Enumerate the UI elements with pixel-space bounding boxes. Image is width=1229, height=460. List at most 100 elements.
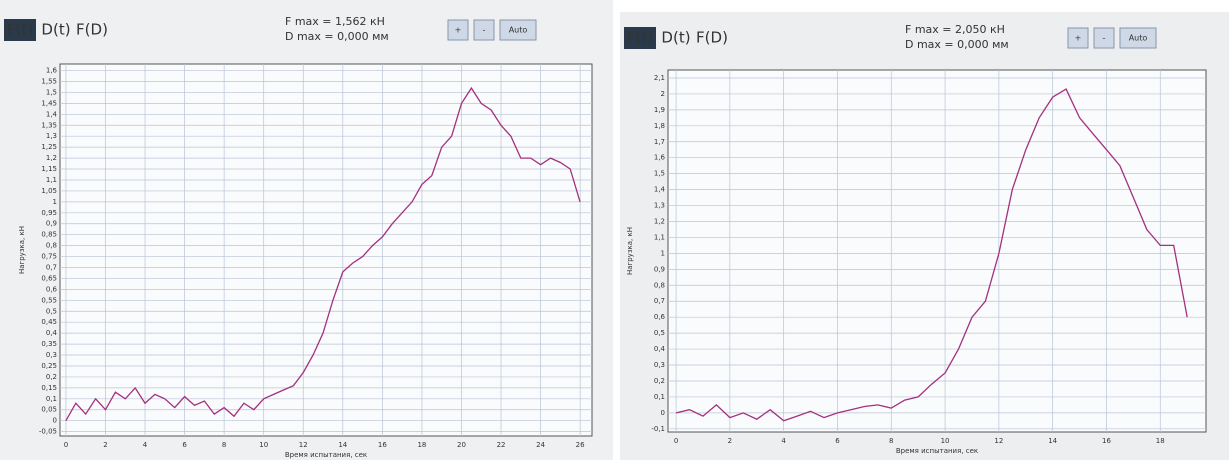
x-tick-label: 8 <box>222 441 226 449</box>
x-tick-label: 8 <box>889 437 893 445</box>
stat: D max = 0,000 мм <box>285 30 389 43</box>
y-tick-label: 0,15 <box>41 384 57 392</box>
y-tick-label: 1,5 <box>654 170 665 178</box>
x-tick-label: 4 <box>781 437 786 445</box>
x-tick-label: 22 <box>497 441 506 449</box>
y-tick-label: 0,4 <box>46 329 58 337</box>
button[interactable] <box>1093 27 1115 49</box>
x-tick-label: 2 <box>103 441 107 449</box>
y-tick-label: -0,05 <box>39 428 57 436</box>
button-label[interactable]: Auto <box>509 26 528 35</box>
y-tick-label: 0,9 <box>654 265 665 273</box>
stat: F max = 2,050 кН <box>905 23 1005 36</box>
y-tick-label: 1,6 <box>46 67 58 75</box>
x-tick-label: 24 <box>536 441 545 449</box>
x-tick-label: 26 <box>576 441 585 449</box>
y-tick-label: 1,4 <box>654 186 666 194</box>
y-tick-label: 1,7 <box>654 138 665 146</box>
y-tick-label: 0,05 <box>41 406 57 414</box>
x-tick-label: 16 <box>1102 437 1111 445</box>
y-axis-label: Нагрузка, кН <box>626 227 634 275</box>
x-tick-label: 20 <box>457 441 466 449</box>
y-tick-label: 0 <box>53 417 57 425</box>
x-tick-label: 12 <box>299 441 308 449</box>
x-tick-label: 16 <box>378 441 387 449</box>
x-tick-label: 4 <box>143 441 148 449</box>
button[interactable] <box>499 19 537 41</box>
x-tick-label: 18 <box>1156 437 1165 445</box>
y-tick-label: 1,2 <box>654 217 665 225</box>
y-tick-label: 0,8 <box>654 281 665 289</box>
x-tick-label: 18 <box>417 441 426 449</box>
y-tick-label: 0,45 <box>41 318 57 326</box>
tab[interactable]: F(t) <box>7 21 33 39</box>
y-tick-label: 0,25 <box>41 362 57 370</box>
button-label[interactable]: Auto <box>1129 34 1148 43</box>
y-tick-label: 1,2 <box>46 154 57 162</box>
data-line <box>65 86 581 422</box>
y-tick-label: 1,15 <box>41 165 57 173</box>
stat: D max = 0,000 мм <box>905 38 1009 51</box>
y-tick-label: 1,25 <box>41 143 57 151</box>
y-tick-label: 0,1 <box>654 393 665 401</box>
y-tick-label: 0,55 <box>41 296 57 304</box>
tab[interactable]: F(t) <box>627 29 653 47</box>
x-axis-label: Время испытания, сек <box>285 451 367 459</box>
y-tick-label: 0,3 <box>654 361 665 369</box>
y-tick-label: 1,6 <box>654 154 666 162</box>
y-tick-label: 0,75 <box>41 253 57 261</box>
y-tick-label: 0,95 <box>41 209 57 217</box>
y-tick-label: 1,3 <box>46 132 57 140</box>
y-tick-label: 1,8 <box>654 122 665 130</box>
y-tick-label: 0,2 <box>46 373 57 381</box>
x-tick-label: 6 <box>835 437 840 445</box>
y-tick-label: 1,05 <box>41 187 57 195</box>
y-tick-label: 0,85 <box>41 231 57 239</box>
y-tick-label: 0,5 <box>46 307 57 315</box>
button-label[interactable]: - <box>1103 34 1106 43</box>
button-label[interactable]: + <box>1075 34 1082 43</box>
x-tick-label: 14 <box>1048 437 1057 445</box>
tab[interactable]: D(t) <box>661 29 690 47</box>
y-tick-label: 1,3 <box>654 202 665 210</box>
y-axis-label: Нагрузка, кН <box>18 226 26 274</box>
x-tick-label: 10 <box>259 441 268 449</box>
button-label[interactable]: - <box>483 26 486 35</box>
y-tick-label: 0,9 <box>46 220 57 228</box>
y-tick-label: 0,35 <box>41 340 57 348</box>
y-tick-label: 0,7 <box>46 264 57 272</box>
tab-active-bg <box>624 27 656 49</box>
x-axis-label: Время испытания, сек <box>896 447 978 455</box>
y-tick-label: 0,1 <box>46 395 57 403</box>
y-tick-label: 0 <box>661 409 665 417</box>
y-tick-label: 1,35 <box>41 121 57 129</box>
y-tick-label: 1 <box>661 249 665 257</box>
y-tick-label: 0,3 <box>46 351 57 359</box>
plot-area <box>667 69 1207 433</box>
y-tick-label: 1,9 <box>654 106 665 114</box>
tab[interactable]: F(D) <box>76 21 108 39</box>
tab[interactable]: D(t) <box>41 21 70 39</box>
x-tick-label: 12 <box>994 437 1003 445</box>
tab[interactable]: F(D) <box>696 29 728 47</box>
button[interactable] <box>1119 27 1157 49</box>
y-tick-label: 0,2 <box>654 377 665 385</box>
button[interactable] <box>447 19 469 41</box>
button-label[interactable]: + <box>455 26 462 35</box>
stat: F max = 1,562 кН <box>285 15 385 28</box>
y-tick-label: 0,7 <box>654 297 665 305</box>
x-tick-label: 14 <box>338 441 347 449</box>
button[interactable] <box>473 19 495 41</box>
y-tick-label: 0,5 <box>654 329 665 337</box>
tab-active-bg <box>4 19 36 41</box>
x-tick-label: 0 <box>64 441 68 449</box>
y-tick-label: 1,5 <box>46 88 57 96</box>
x-tick-label: 0 <box>674 437 678 445</box>
y-tick-label: 2,1 <box>654 74 665 82</box>
button[interactable] <box>1067 27 1089 49</box>
y-tick-label: 1,1 <box>46 176 57 184</box>
y-tick-label: 0,6 <box>46 285 58 293</box>
y-tick-label: 1,1 <box>654 233 665 241</box>
